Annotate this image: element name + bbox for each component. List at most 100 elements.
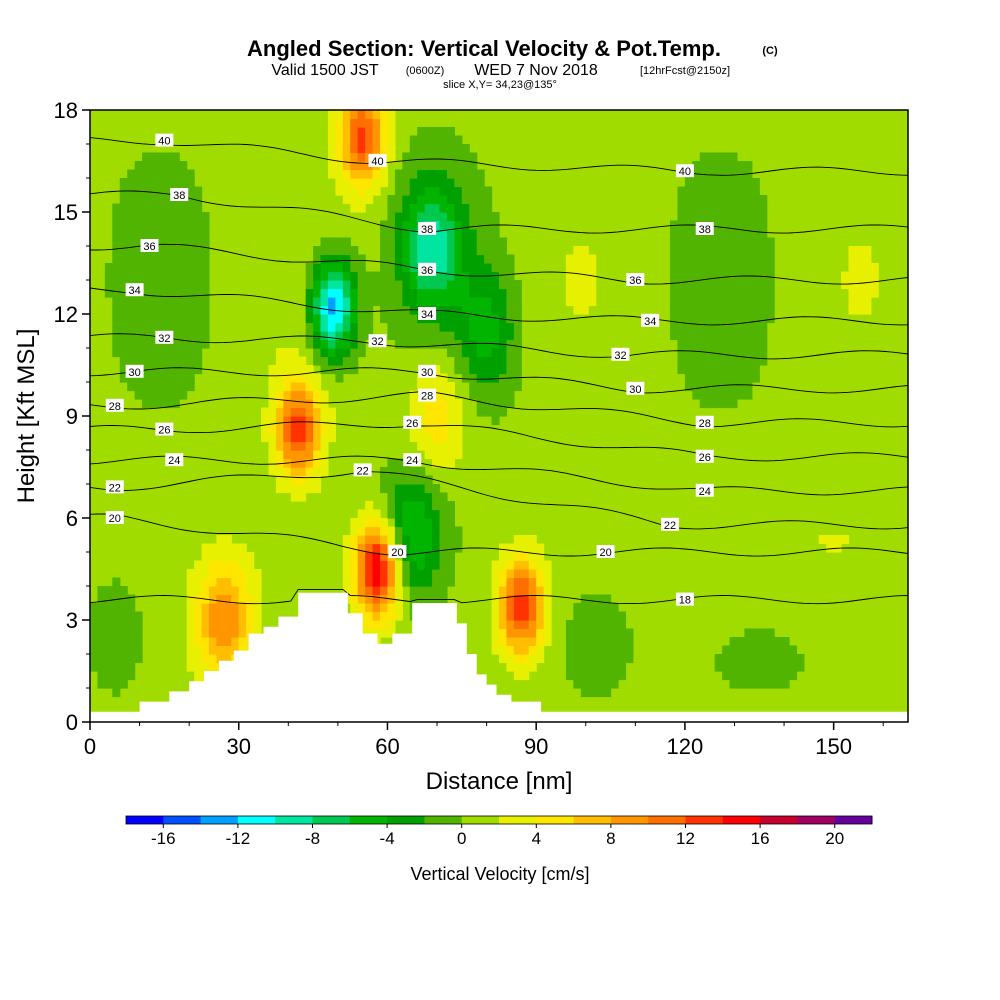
velocity-cell	[112, 322, 121, 332]
velocity-cell	[149, 373, 158, 383]
velocity-cell	[402, 237, 411, 247]
velocity-cell	[365, 560, 374, 570]
velocity-cell	[238, 611, 247, 621]
velocity-cell	[350, 118, 359, 128]
velocity-cell	[491, 586, 500, 596]
velocity-cell	[417, 135, 426, 145]
velocity-cell	[305, 339, 314, 349]
velocity-cell	[201, 229, 210, 239]
velocity-cell	[335, 127, 344, 137]
velocity-cell	[186, 594, 195, 604]
velocity-cell	[134, 339, 143, 349]
velocity-cell	[573, 628, 582, 638]
velocity-cell	[149, 314, 158, 324]
velocity-cell	[454, 271, 463, 281]
velocity-cell	[380, 518, 389, 528]
velocity-cell	[134, 169, 143, 179]
velocity-cell	[677, 254, 686, 264]
velocity-cell	[580, 246, 589, 256]
velocity-cell	[751, 339, 760, 349]
velocity-cell	[484, 254, 493, 264]
velocity-cell	[409, 501, 418, 511]
velocity-cell	[186, 662, 195, 672]
isentrope-label-text: 20	[599, 547, 611, 559]
isentrope-label: 22	[661, 517, 680, 532]
velocity-cell	[112, 637, 121, 647]
velocity-cell	[179, 212, 188, 222]
velocity-cell	[223, 535, 232, 545]
colorbar-tick-label: 20	[825, 829, 844, 848]
velocity-cell	[156, 169, 165, 179]
velocity-cell	[454, 441, 463, 451]
velocity-cell	[387, 297, 396, 307]
velocity-cell	[142, 288, 151, 298]
velocity-cell	[357, 509, 366, 519]
velocity-cell	[409, 484, 418, 494]
velocity-cell	[201, 322, 210, 332]
velocity-cell	[580, 280, 589, 290]
velocity-cell	[142, 280, 151, 290]
velocity-cell	[699, 186, 708, 196]
velocity-cell	[736, 339, 745, 349]
velocity-cell	[439, 152, 448, 162]
velocity-cell	[446, 322, 455, 332]
velocity-cell	[119, 645, 128, 655]
velocity-cell	[491, 322, 500, 332]
velocity-cell	[216, 577, 225, 587]
velocity-cell	[699, 399, 708, 409]
velocity-cell	[380, 552, 389, 562]
velocity-cell	[491, 390, 500, 400]
velocity-cell	[164, 382, 173, 392]
velocity-cell	[446, 424, 455, 434]
isentrope-label: 40	[155, 133, 174, 148]
velocity-cell	[335, 314, 344, 324]
velocity-cell	[164, 212, 173, 222]
velocity-cell	[439, 373, 448, 383]
velocity-cell	[380, 263, 389, 273]
velocity-cell	[469, 195, 478, 205]
velocity-cell	[394, 203, 403, 213]
velocity-cell	[104, 288, 113, 298]
velocity-cell	[424, 288, 433, 298]
velocity-cell	[476, 195, 485, 205]
velocity-cell	[164, 246, 173, 256]
velocity-cell	[238, 594, 247, 604]
velocity-cell	[707, 212, 716, 222]
velocity-cell	[417, 322, 426, 332]
velocity-cell	[261, 424, 270, 434]
velocity-cell	[528, 594, 537, 604]
velocity-cell	[320, 305, 329, 315]
velocity-cell	[684, 246, 693, 256]
velocity-cell	[394, 314, 403, 324]
velocity-cell	[469, 246, 478, 256]
velocity-cell	[149, 271, 158, 281]
velocity-cell	[223, 577, 232, 587]
velocity-cell	[156, 288, 165, 298]
velocity-cell	[104, 280, 113, 290]
velocity-cell	[201, 220, 210, 230]
x-tick-label: 0	[84, 734, 96, 759]
velocity-cell	[469, 373, 478, 383]
velocity-cell	[409, 220, 418, 230]
velocity-cell	[855, 305, 864, 315]
velocity-cell	[298, 407, 307, 417]
velocity-cell	[722, 288, 731, 298]
velocity-cell	[759, 195, 768, 205]
velocity-cell	[513, 611, 522, 621]
velocity-cell	[365, 501, 374, 511]
velocity-cell	[684, 254, 693, 264]
isentrope-30	[90, 367, 908, 394]
isentrope-label: 34	[641, 313, 660, 328]
velocity-cell	[439, 501, 448, 511]
velocity-cell	[506, 637, 515, 647]
velocity-cell	[699, 382, 708, 392]
isentrope-label-text: 22	[357, 465, 369, 477]
velocity-cell	[699, 203, 708, 213]
velocity-cell	[238, 577, 247, 587]
velocity-cell	[446, 229, 455, 239]
velocity-cell	[119, 297, 128, 307]
velocity-cell	[759, 280, 768, 290]
velocity-cell	[499, 399, 508, 409]
velocity-cell	[342, 280, 351, 290]
velocity-cell	[142, 356, 151, 366]
